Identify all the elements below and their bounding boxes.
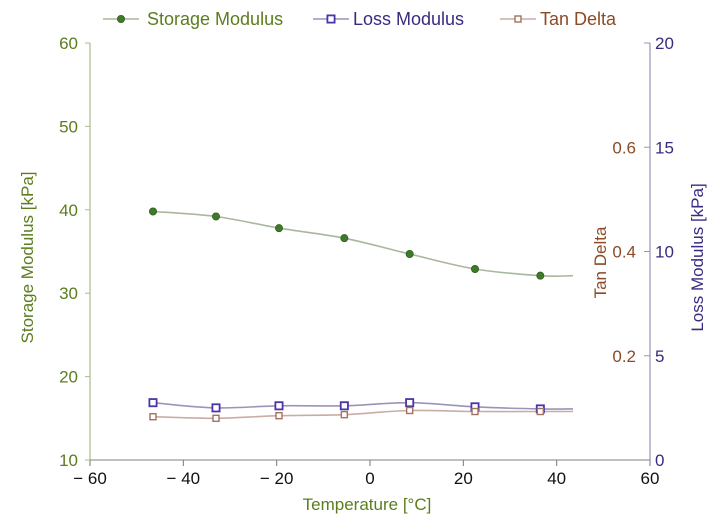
axes-layer: − 60− 40− 20 0 20 40 60102030405060051015200… — [59, 34, 674, 488]
loss-modulus-point — [405, 398, 415, 408]
tan-delta-tick-label: 0.4 — [612, 243, 636, 262]
markers-layer — [148, 207, 545, 422]
legend: Storage Modulus Loss Modulus Tan Delta — [103, 9, 617, 29]
loss-modulus-point — [211, 403, 221, 413]
storage-modulus-point — [274, 224, 283, 233]
x-tick-label: − 20 — [260, 469, 294, 488]
tan-delta-point — [405, 406, 414, 415]
left-axis-title: Storage Modulus [kPa] — [18, 172, 37, 344]
tan-delta-point — [536, 407, 545, 416]
tan-delta-point — [275, 411, 283, 420]
tan-delta-point — [149, 413, 157, 421]
storage-modulus-legend-label: Storage Modulus — [147, 9, 283, 29]
tan-delta-legend-marker — [514, 15, 522, 23]
tan-delta-line — [152, 409, 573, 420]
tan-delta-point — [471, 407, 479, 416]
loss-modulus-line — [152, 401, 574, 410]
right-tick-label: 15 — [655, 138, 674, 157]
loss-modulus-legend-marker — [326, 14, 336, 24]
loss-modulus-legend-label: Loss Modulus — [353, 9, 464, 29]
storage-modulus-point — [340, 234, 349, 243]
tan-delta-tick-label: 0.2 — [612, 347, 636, 366]
tan-delta-axis-title: Tan Delta — [591, 226, 610, 298]
x-axis-title: Temperature [°C] — [303, 495, 432, 514]
right-axis-title: Loss Modulus [kPa] — [688, 183, 707, 331]
right-tick-label: 5 — [655, 347, 664, 366]
axis-titles: Temperature [°C] Storage Modulus [kPa] Tan… — [18, 172, 707, 514]
storage-modulus-line — [152, 210, 574, 277]
loss-modulus-point — [148, 398, 158, 408]
loss-modulus-point — [339, 401, 349, 411]
left-tick-label: 30 — [59, 284, 78, 303]
left-tick-label: 20 — [59, 368, 78, 387]
left-tick-label: 50 — [59, 117, 78, 136]
left-tick-label: 40 — [59, 201, 78, 220]
tan-delta-legend-label: Tan Delta — [540, 9, 617, 29]
right-tick-label: 20 — [655, 34, 674, 53]
x-tick-label: − 40 — [167, 469, 201, 488]
storage-modulus-point — [536, 271, 545, 280]
storage-modulus-point — [148, 207, 157, 216]
right-tick-label: 0 — [655, 451, 664, 470]
tan-delta-point — [340, 410, 349, 419]
right-tick-label: 10 — [655, 243, 674, 262]
left-tick-label: 60 — [59, 34, 78, 53]
loss-modulus-point — [274, 401, 284, 411]
x-tick-label: − 60 — [73, 469, 107, 488]
storage-modulus-point — [211, 212, 220, 221]
storage-modulus-legend-marker — [117, 14, 126, 23]
tan-delta-point — [212, 414, 220, 422]
x-tick-label: 40 — [547, 469, 566, 488]
x-tick-label: 60 — [641, 469, 660, 488]
x-tick-label: 20 — [454, 469, 473, 488]
storage-modulus-point — [470, 265, 479, 274]
left-tick-label: 10 — [59, 451, 78, 470]
x-tick-label: 0 — [365, 469, 374, 488]
lines-layer — [152, 210, 574, 420]
tan-delta-tick-label: 0.6 — [612, 138, 636, 157]
storage-modulus-point — [405, 250, 414, 259]
